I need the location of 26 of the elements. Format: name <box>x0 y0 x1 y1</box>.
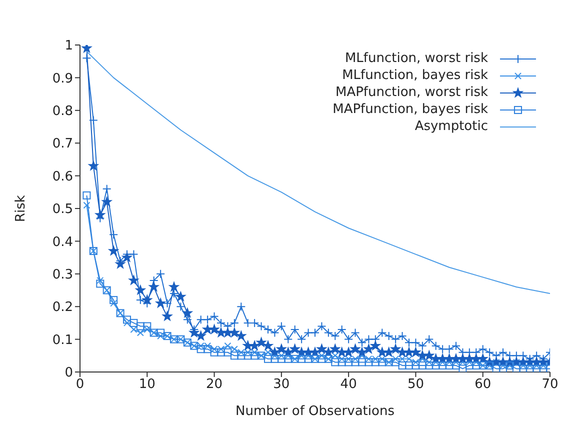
x-tick-label: 20 <box>206 377 223 392</box>
y-tick-label: 0.6 <box>52 169 73 184</box>
y-tick-label: 0.2 <box>52 300 73 316</box>
y-tick-label: 0.4 <box>52 234 73 250</box>
y-tick-label: 0.3 <box>52 268 73 283</box>
legend-label: MAPfunction, bayes risk <box>332 101 488 118</box>
x-tick-label: 70 <box>542 377 558 392</box>
y-tick-label: 0.1 <box>52 332 73 348</box>
x-axis-title: Number of Observations <box>236 404 395 419</box>
legend-label: Asymptotic <box>414 118 488 135</box>
x-tick-label: 40 <box>340 377 357 392</box>
legend-label: MLfunction, bayes risk <box>342 67 488 84</box>
y-tick-label: 0.8 <box>52 104 73 120</box>
x-tick-label: 10 <box>138 377 156 392</box>
legend-label: MAPfunction, worst risk <box>335 84 488 101</box>
y-tick-label: 0 <box>64 366 73 381</box>
y-tick-label: 0.7 <box>52 136 73 152</box>
x-tick-label: 0 <box>76 377 84 392</box>
x-tick-label: 30 <box>273 377 290 392</box>
legend-label: MLfunction, worst risk <box>344 50 488 67</box>
y-tick-label: 0.9 <box>52 71 73 86</box>
y-axis-title: Risk <box>14 194 29 222</box>
y-tick-label: 0.5 <box>52 202 73 218</box>
y-tick-label: 1 <box>64 38 73 54</box>
x-tick-label: 60 <box>474 377 492 392</box>
x-tick-label: 50 <box>407 377 424 392</box>
